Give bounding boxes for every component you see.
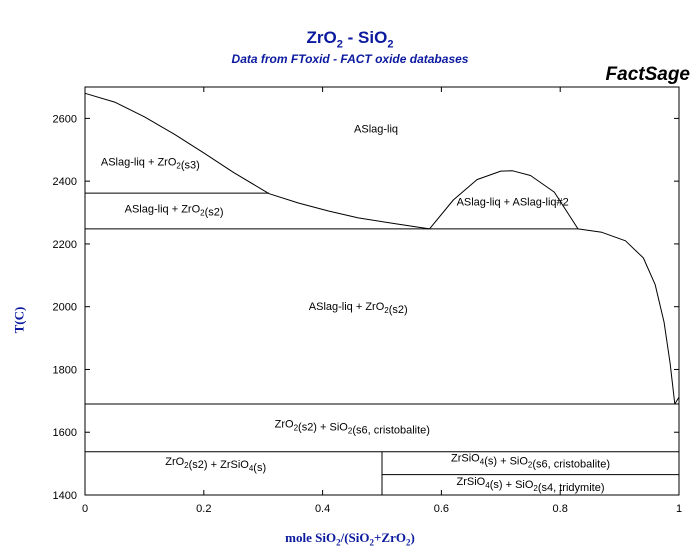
x-tick-label: 1	[676, 503, 682, 515]
phase-field-label: ZrSiO4(s) + SiO2(s4, tridymite)	[457, 476, 605, 494]
y-tick-label: 1600	[53, 427, 77, 439]
phase-boundary-0	[84, 92, 430, 230]
x-tick-label: 0	[82, 503, 88, 515]
x-tick-label: 0.2	[196, 503, 211, 515]
y-tick-label: 2200	[53, 239, 77, 251]
phase-field-label: ASlag-liq + ZrO2(s3)	[101, 156, 200, 171]
y-tick-label: 1800	[53, 364, 77, 376]
chart-title: ZrO2 - SiO2	[306, 28, 394, 51]
phase-boundary-1	[429, 170, 579, 230]
phase-field-label: ZrO2(s2) + ZrSiO4(s)	[165, 456, 266, 474]
y-tick-label: 1400	[53, 490, 77, 502]
phase-field-label: ZrO2(s2) + SiO2(s6, cristobalite)	[275, 419, 430, 437]
phase-boundary-9	[674, 396, 680, 405]
brand-label: FactSage	[605, 64, 690, 85]
phase-field-label: ASlag-liq + ZrO2(s2)	[309, 301, 408, 316]
y-tick-label: 2000	[53, 302, 77, 314]
x-tick-label: 0.8	[553, 503, 568, 515]
phase-boundary-2	[577, 228, 676, 405]
x-tick-label: 0.4	[315, 503, 330, 515]
phase-field-label: ZrSiO4(s) + SiO2(s6, cristobalite)	[451, 453, 610, 471]
phase-field-label: ASlag-liq + ZrO2(s2)	[125, 204, 224, 219]
y-tick-label: 2600	[53, 113, 77, 125]
chart-subtitle: Data from FToxid - FACT oxide databases	[231, 52, 469, 66]
x-axis-label: mole SiO2/(SiO2+ZrO2)	[285, 530, 415, 548]
x-tick-label: 0.6	[434, 503, 449, 515]
phase-field-label: ASlag-liq + ASlag-liq#2	[457, 197, 569, 209]
y-tick-label: 2400	[53, 176, 77, 188]
phase-field-label: ASlag-liq	[354, 124, 398, 136]
